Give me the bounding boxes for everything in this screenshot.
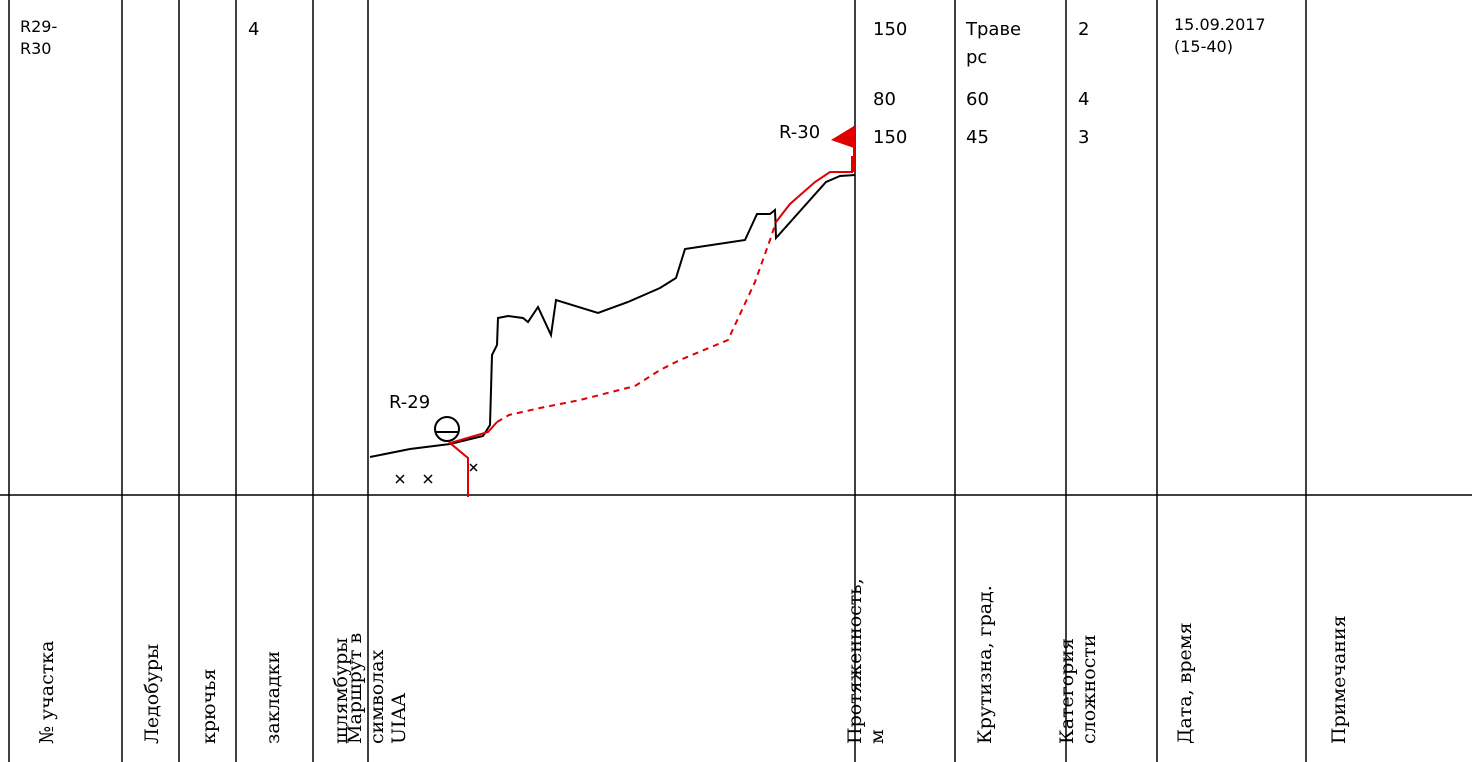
start-point-label: R-29 xyxy=(389,392,431,413)
header-notes: Примечания xyxy=(1328,615,1350,744)
header-route: Маршрут в символах UIAA xyxy=(344,632,410,744)
route-line-dashed xyxy=(496,221,777,423)
length-value-2: 80 xyxy=(873,89,896,110)
steepness-value-2: 60 xyxy=(966,89,989,110)
header-pitons: крючья xyxy=(198,668,220,744)
header-length: Протяженность, м xyxy=(844,578,888,744)
header-section-number: № участка xyxy=(36,640,58,744)
date-time-value: 15.09.2017 (15-40) xyxy=(1174,15,1266,56)
category-value-3: 3 xyxy=(1078,127,1090,148)
finish-flag-icon xyxy=(831,126,854,148)
category-value-1: 2 xyxy=(1078,19,1090,40)
steepness-value-1: Траве рс xyxy=(966,19,1022,68)
route-line-start xyxy=(447,421,498,497)
header-category: Категория сложности xyxy=(1056,634,1100,744)
end-point-label: R-30 xyxy=(779,122,821,143)
steepness-value-3: 45 xyxy=(966,127,989,148)
section-number: R29- R30 xyxy=(20,17,58,58)
length-value-1: 150 xyxy=(873,19,908,40)
header-ice-screws: Ледобуры xyxy=(141,643,163,744)
header-date-time: Дата, время xyxy=(1174,622,1196,744)
category-value-2: 4 xyxy=(1078,89,1090,110)
header-steepness: Крутизна, град. xyxy=(974,585,996,744)
terrain-profile-line xyxy=(369,174,856,458)
cross-marks xyxy=(395,463,478,484)
route-line-end xyxy=(775,156,853,223)
nuts-count: 4 xyxy=(248,19,260,40)
header-nuts: закладки xyxy=(262,650,284,744)
belay-station-icon xyxy=(434,416,460,442)
length-value-3: 150 xyxy=(873,127,908,148)
